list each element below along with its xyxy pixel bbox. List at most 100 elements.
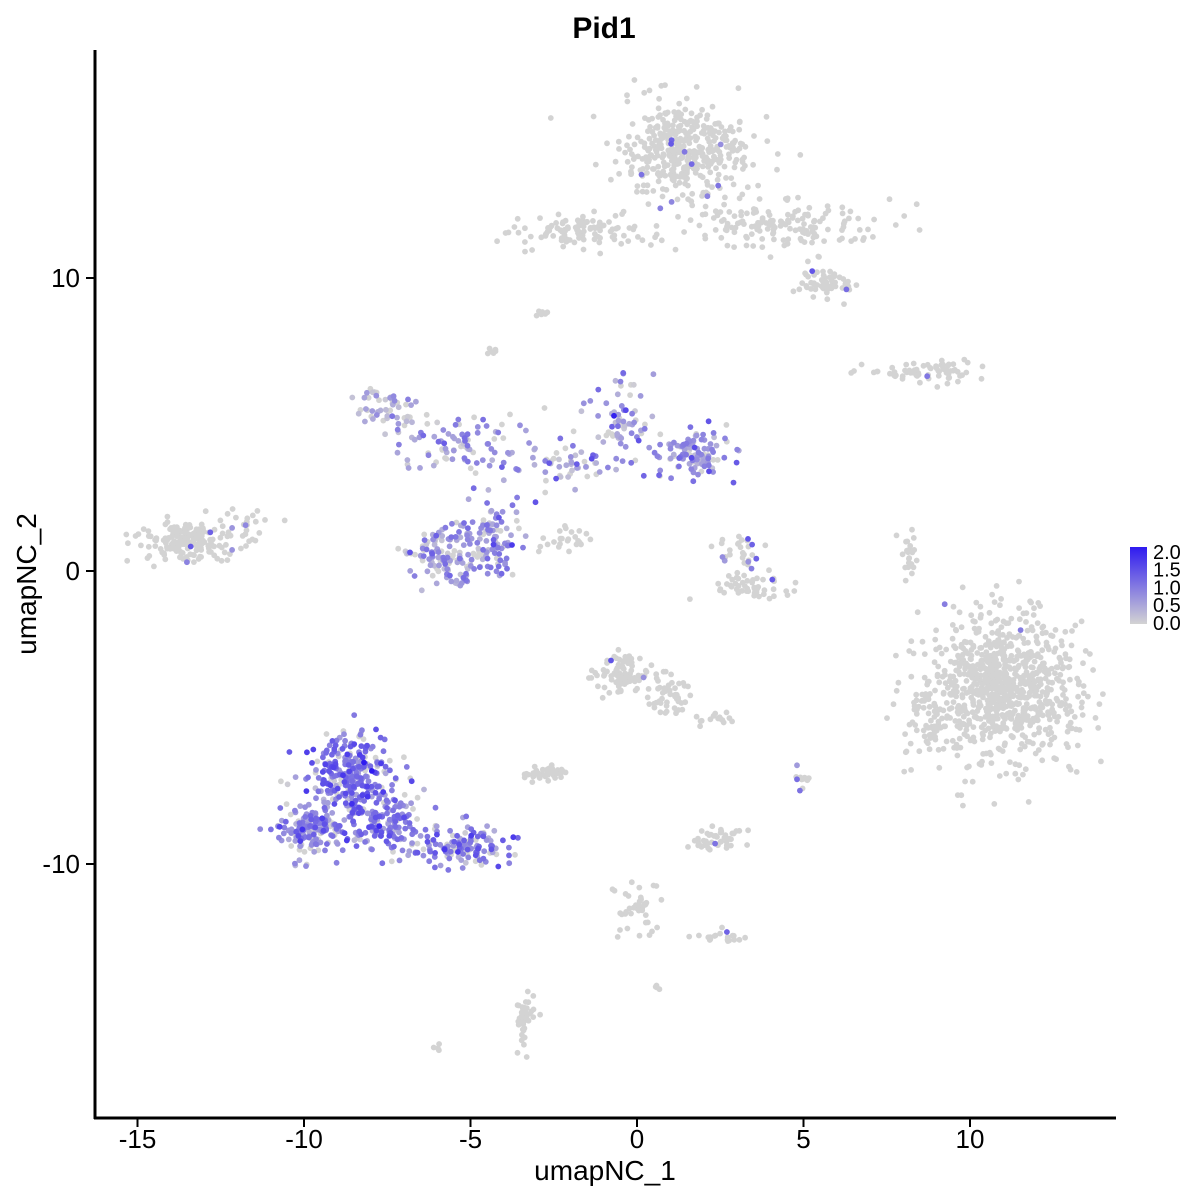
data-point (927, 731, 934, 738)
y-tick-label: 10 (51, 263, 80, 293)
data-point (541, 405, 548, 411)
data-point (198, 554, 205, 560)
data-point (362, 773, 369, 780)
data-point (440, 427, 447, 433)
data-point (635, 907, 642, 914)
data-point (711, 147, 717, 153)
data-point (476, 550, 483, 557)
data-point (662, 122, 669, 128)
data-point (908, 638, 915, 645)
data-point (1014, 701, 1021, 708)
data-point (676, 455, 683, 461)
data-point (727, 551, 733, 558)
data-point (458, 857, 465, 863)
data-point (468, 832, 475, 839)
data-point (739, 218, 746, 225)
data-point (719, 924, 725, 931)
data-point (707, 169, 714, 176)
y-axis-label: umapNC_2 (11, 513, 42, 655)
data-point (1042, 726, 1049, 733)
data-point (935, 718, 942, 725)
data-point (1054, 697, 1061, 704)
data-point (1030, 671, 1037, 678)
data-point (556, 463, 563, 470)
data-point (571, 239, 578, 246)
data-point (1020, 689, 1027, 695)
data-point (607, 228, 614, 235)
data-point (993, 583, 1000, 589)
data-point (511, 224, 518, 230)
data-point (695, 471, 701, 478)
data-point (705, 164, 712, 170)
data-point (985, 656, 992, 662)
data-point (500, 459, 507, 466)
data-point (976, 761, 983, 767)
data-point (522, 533, 529, 539)
data-point (221, 549, 228, 556)
data-point (1037, 704, 1044, 711)
data-point (684, 170, 690, 177)
data-point (913, 201, 920, 208)
data-point (480, 833, 487, 840)
data-point (1017, 746, 1024, 753)
data-point (356, 804, 362, 811)
data-point (820, 272, 827, 279)
data-point (377, 734, 384, 741)
data-point (646, 145, 653, 152)
data-point (711, 153, 717, 160)
data-point (735, 575, 742, 582)
data-point (635, 437, 642, 444)
data-point (556, 456, 562, 463)
data-point (677, 122, 684, 129)
data-point (847, 208, 854, 215)
data-point (378, 760, 384, 767)
data-point (177, 527, 183, 534)
data-point (697, 718, 704, 724)
data-point (783, 588, 790, 594)
data-point (433, 823, 440, 830)
data-point (613, 225, 619, 232)
data-point (123, 531, 130, 538)
data-point (653, 883, 660, 889)
data-point (515, 834, 521, 841)
data-point (906, 648, 913, 654)
data-point (733, 586, 740, 593)
data-point (242, 522, 249, 529)
data-point (913, 697, 920, 704)
data-point (490, 541, 497, 548)
data-point (999, 748, 1006, 754)
data-point (628, 168, 634, 175)
data-point (774, 151, 781, 157)
data-point (515, 229, 522, 236)
data-point (349, 778, 356, 785)
data-point (467, 465, 474, 472)
data-point (1069, 628, 1075, 634)
data-point (924, 681, 931, 688)
data-point (336, 794, 342, 800)
data-point (1003, 676, 1010, 683)
data-point (682, 106, 689, 113)
data-point (967, 655, 974, 662)
data-point (307, 823, 313, 829)
data-point (339, 745, 346, 752)
data-point (506, 844, 512, 851)
data-point (373, 799, 380, 806)
data-point (697, 723, 703, 730)
data-point (731, 164, 738, 171)
data-point (460, 542, 467, 548)
data-point (993, 656, 999, 663)
data-point (997, 602, 1003, 609)
data-point (750, 243, 757, 249)
data-point (464, 536, 471, 543)
data-point (1039, 757, 1046, 764)
data-point (721, 201, 727, 208)
data-point (573, 461, 580, 467)
data-point (408, 402, 414, 408)
data-point (427, 562, 434, 569)
data-point (224, 510, 231, 517)
data-point (711, 434, 717, 441)
data-point (1042, 675, 1049, 682)
data-point (609, 886, 616, 893)
data-point (629, 121, 636, 127)
